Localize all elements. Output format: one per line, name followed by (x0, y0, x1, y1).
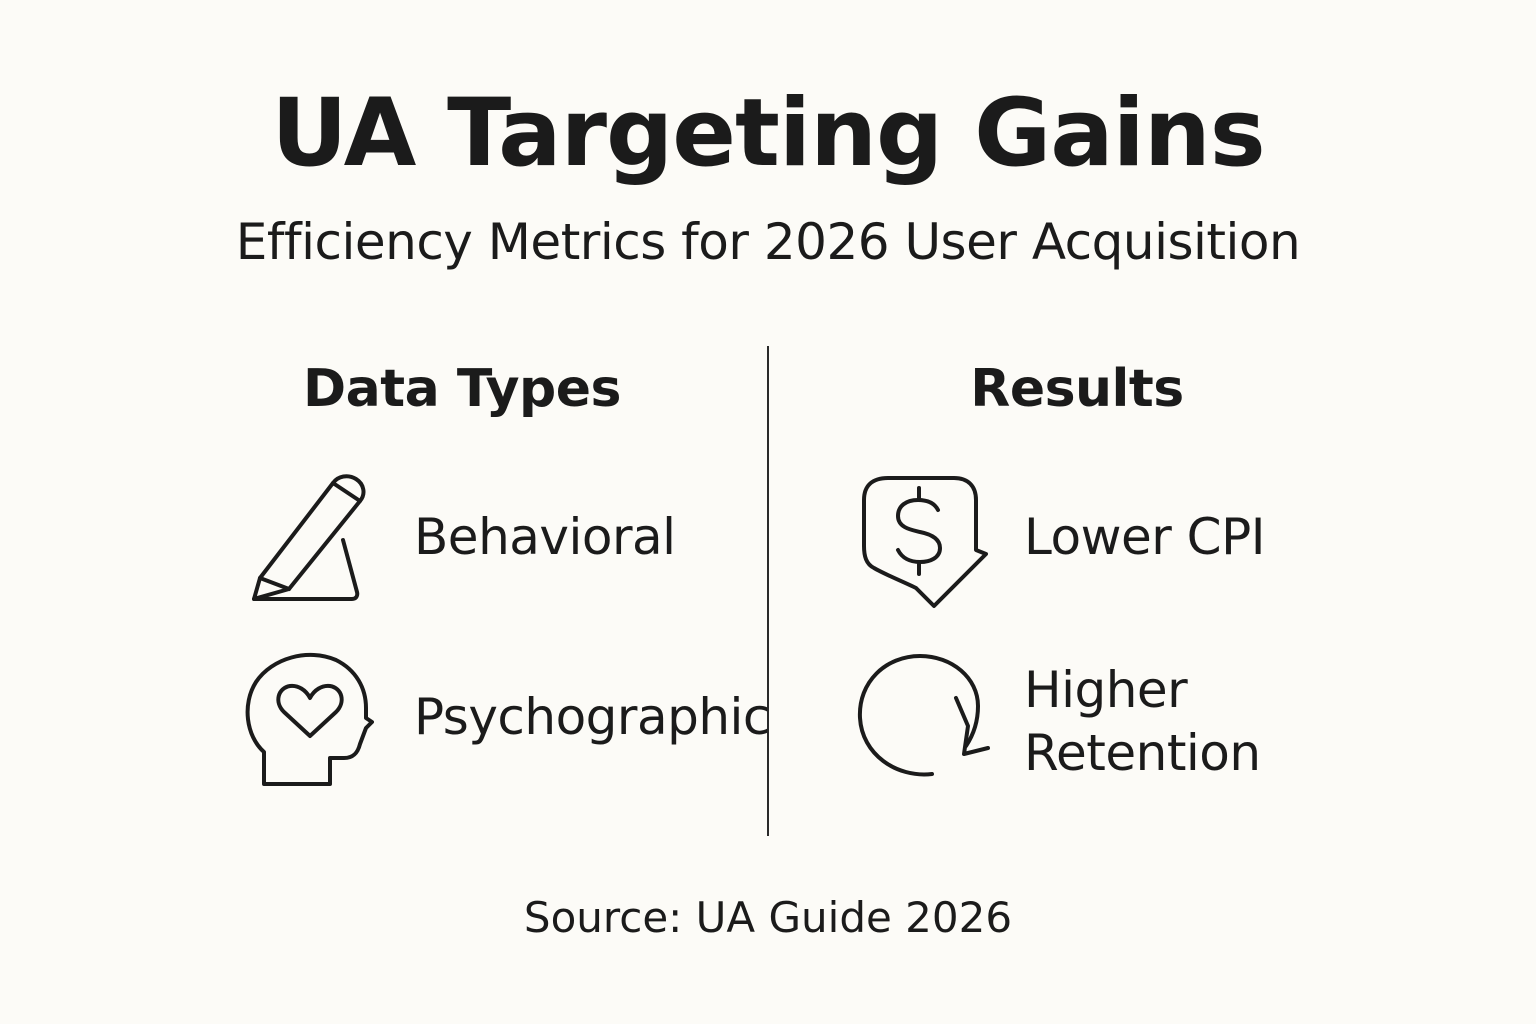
lower-cpi-label: Lower CPI (1024, 508, 1265, 566)
page-title: UA Targeting Gains (271, 79, 1266, 188)
cycle-arrow-icon (857, 654, 990, 777)
head-heart-icon (245, 652, 374, 786)
dollar-bubble-icon (862, 476, 988, 608)
column-divider (767, 346, 769, 836)
pencil-icon (252, 474, 366, 601)
page-subtitle: Efficiency Metrics for 2026 User Acquisi… (235, 213, 1301, 271)
higher-retention-label-line1: Higher (1024, 661, 1188, 719)
behavioral-label: Behavioral (414, 508, 676, 566)
psychographic-label: Psychographic (414, 688, 770, 746)
higher-retention-label-line2: Retention (1024, 724, 1261, 782)
data-types-heading: Data Types (303, 359, 621, 419)
results-heading: Results (970, 359, 1184, 419)
source-caption: Source: UA Guide 2026 (523, 893, 1013, 942)
